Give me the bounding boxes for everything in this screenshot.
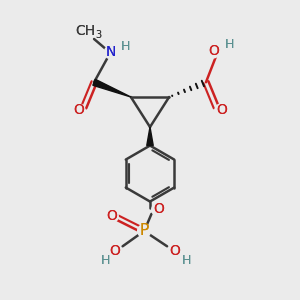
Text: H: H (121, 40, 130, 53)
Circle shape (207, 45, 220, 58)
Circle shape (104, 46, 117, 59)
Text: P: P (140, 224, 149, 238)
Text: O: O (216, 103, 227, 117)
Text: H: H (100, 254, 110, 267)
Circle shape (72, 104, 85, 117)
Text: N: N (106, 45, 116, 59)
Text: O: O (169, 244, 181, 258)
Text: H: H (182, 254, 191, 267)
Text: H: H (182, 254, 191, 267)
Circle shape (152, 203, 165, 216)
Text: H: H (100, 254, 110, 267)
Circle shape (215, 104, 228, 117)
Text: O: O (153, 202, 164, 217)
Text: O: O (73, 103, 84, 117)
Text: O: O (109, 244, 120, 258)
Polygon shape (147, 127, 153, 146)
Circle shape (105, 210, 118, 223)
Text: N: N (106, 45, 116, 59)
Text: O: O (208, 44, 219, 58)
Text: O: O (109, 244, 120, 258)
Text: O: O (208, 44, 219, 58)
Text: O: O (73, 103, 84, 117)
Circle shape (108, 244, 121, 257)
Polygon shape (93, 79, 131, 97)
Text: O: O (216, 103, 227, 117)
Text: H: H (225, 38, 234, 51)
Text: O: O (153, 202, 164, 217)
Text: 3: 3 (95, 30, 101, 40)
Text: O: O (106, 209, 117, 223)
Text: O: O (106, 209, 117, 223)
Text: O: O (169, 244, 181, 258)
Circle shape (138, 224, 151, 238)
Text: P: P (140, 224, 149, 238)
Text: H: H (225, 38, 234, 51)
Text: 3: 3 (95, 30, 101, 40)
Text: H: H (121, 40, 130, 53)
Text: CH: CH (75, 24, 95, 38)
Circle shape (169, 244, 182, 257)
Text: CH: CH (75, 24, 95, 38)
